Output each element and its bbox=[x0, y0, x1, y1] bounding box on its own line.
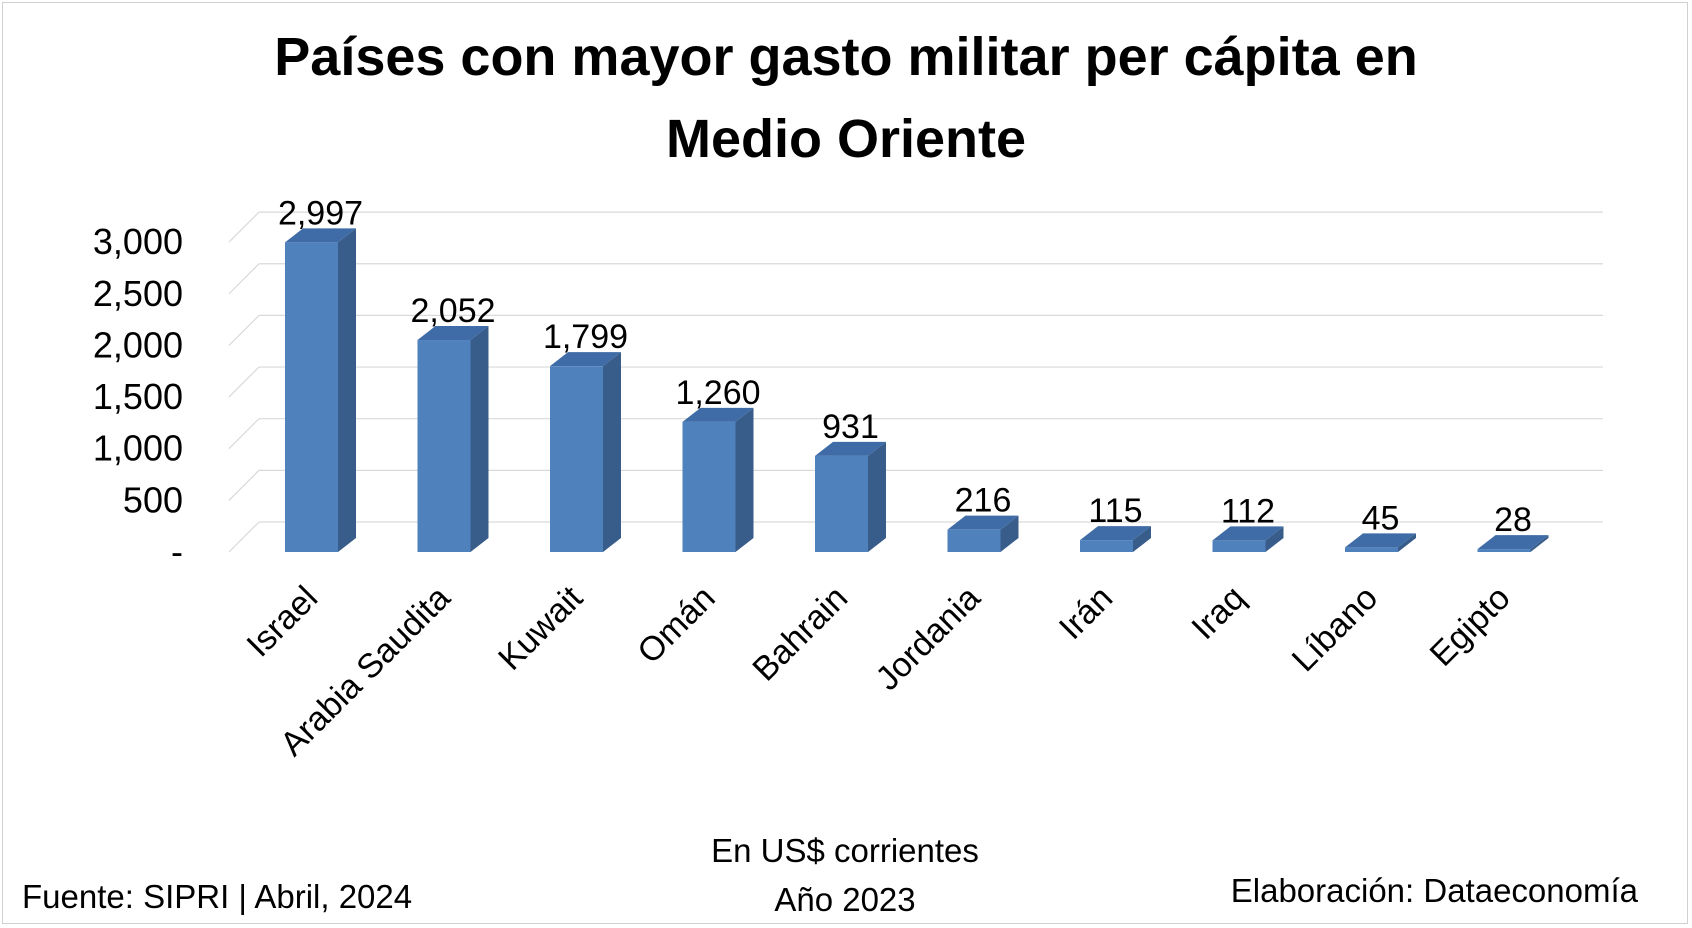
bar bbox=[285, 228, 356, 552]
data-label: 45 bbox=[1362, 499, 1400, 537]
data-label: 112 bbox=[1221, 492, 1275, 530]
bar-front-face bbox=[1212, 540, 1266, 552]
data-label: 1,799 bbox=[543, 318, 628, 356]
gridline-diag bbox=[228, 366, 260, 398]
bar-top-face bbox=[1345, 533, 1416, 548]
gridline-diag bbox=[228, 314, 260, 346]
bar-side-face bbox=[1265, 526, 1284, 552]
y-tick-label: 1,500 bbox=[93, 376, 183, 417]
data-label: 2,052 bbox=[410, 292, 495, 330]
y-tick-label: 500 bbox=[123, 479, 183, 520]
bar-front-face bbox=[1345, 547, 1398, 552]
bar-side-face bbox=[1000, 515, 1019, 552]
gridline-diag bbox=[228, 418, 260, 450]
bar-top-face bbox=[815, 441, 886, 456]
category-label: Irán bbox=[1052, 579, 1120, 647]
y-tick-label: - bbox=[171, 531, 183, 572]
bar-side-face bbox=[1398, 533, 1416, 552]
bar-top-face bbox=[947, 515, 1019, 530]
bar bbox=[417, 326, 489, 552]
category-label: Iraq bbox=[1184, 579, 1252, 647]
bar-side-face bbox=[868, 441, 886, 552]
subtitle-line-1: En US$ corrientes bbox=[711, 832, 979, 869]
y-axis-ticks: - 500 1,000 1,500 2,000 2,500 3,000 bbox=[93, 221, 183, 572]
bar-top-face bbox=[550, 352, 621, 367]
source-note: Fuente: SIPRI | Abril, 2024 bbox=[22, 878, 412, 915]
data-label: 216 bbox=[955, 482, 1012, 520]
bar-top-face bbox=[285, 228, 356, 243]
data-labels: 2,997 2,052 1,799 1,260 931 216 115 112 45 28 bbox=[278, 194, 1532, 539]
category-label: Jordania bbox=[869, 579, 988, 698]
bar bbox=[1080, 526, 1151, 552]
bar-front-face bbox=[815, 455, 868, 552]
category-label: Bahrain bbox=[745, 579, 855, 689]
bar-top-face bbox=[1212, 526, 1284, 541]
y-tick-label: 1,000 bbox=[93, 428, 183, 469]
credit-note: Elaboración: Dataeconomía bbox=[1231, 872, 1639, 909]
bar bbox=[947, 515, 1019, 552]
bar bbox=[1212, 526, 1284, 552]
gridline-diag bbox=[228, 469, 260, 501]
subtitle-line-2: Año 2023 bbox=[774, 881, 915, 918]
gridline-diag bbox=[228, 263, 260, 295]
bar-side-face bbox=[603, 352, 621, 552]
bar bbox=[550, 352, 621, 552]
bar bbox=[1477, 535, 1549, 552]
category-label: Omán bbox=[630, 579, 722, 671]
category-label: Líbano bbox=[1285, 579, 1385, 679]
category-label: Israel bbox=[239, 579, 325, 665]
y-tick-label: 2,500 bbox=[93, 273, 183, 314]
bar-front-face bbox=[947, 529, 1001, 552]
bar-front-face bbox=[550, 366, 603, 552]
bar-top-face bbox=[1477, 535, 1549, 550]
category-label: Kuwait bbox=[491, 578, 590, 677]
bar-side-face bbox=[735, 407, 754, 552]
bars bbox=[285, 228, 1549, 552]
bar-front-face bbox=[285, 242, 338, 552]
bar-top-face bbox=[1080, 526, 1151, 541]
data-label: 2,997 bbox=[278, 194, 363, 232]
y-tick-label: 2,000 bbox=[93, 324, 183, 365]
chart-title-line-2: Medio Oriente bbox=[666, 109, 1026, 169]
bar-front-face bbox=[682, 421, 736, 552]
bar-side-face bbox=[1133, 526, 1151, 552]
data-label: 28 bbox=[1494, 501, 1532, 539]
category-label: Egipto bbox=[1423, 579, 1518, 674]
bar-front-face bbox=[1477, 549, 1531, 552]
bar-side-face bbox=[338, 228, 356, 552]
bar-front-face bbox=[417, 340, 471, 552]
gridline-diag bbox=[228, 521, 260, 553]
data-label: 931 bbox=[822, 408, 879, 446]
gridline-diag bbox=[228, 211, 260, 243]
chart-title-line-1: Países con mayor gasto militar per cápit… bbox=[274, 27, 1417, 87]
bar-front-face bbox=[1080, 540, 1133, 552]
bar-top-face bbox=[417, 326, 489, 341]
bar bbox=[682, 407, 754, 552]
bar-side-face bbox=[470, 326, 489, 552]
bar bbox=[815, 441, 886, 552]
bar-top-face bbox=[682, 407, 754, 422]
bar-side-face bbox=[1530, 535, 1549, 552]
bar bbox=[1345, 533, 1416, 552]
data-label: 115 bbox=[1088, 492, 1142, 530]
y-tick-label: 3,000 bbox=[93, 221, 183, 262]
data-label: 1,260 bbox=[675, 374, 760, 412]
